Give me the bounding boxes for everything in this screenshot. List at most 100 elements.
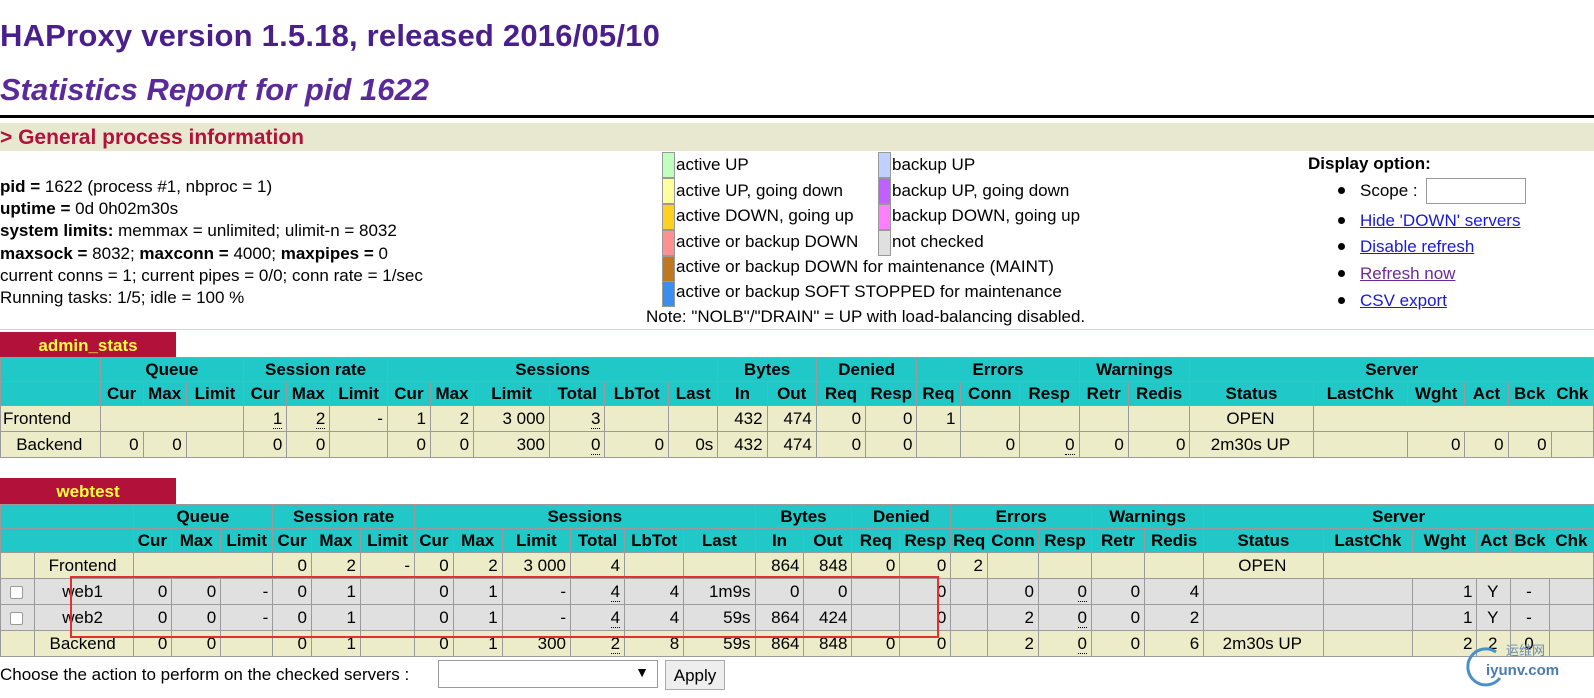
- cell: 0: [413, 630, 454, 657]
- cell: 4: [569, 578, 626, 605]
- cell-value[interactable]: 3: [590, 408, 601, 429]
- disable-refresh-link[interactable]: Disable refresh: [1360, 237, 1475, 256]
- col-wght: Wght: [1406, 381, 1466, 406]
- col-status: Status: [1203, 528, 1324, 553]
- group-errors: Errors: [916, 357, 1080, 382]
- cell-value[interactable]: 0: [1077, 581, 1088, 602]
- table-row: web1 0 0 - 0 1 0 1 - 4 4 1m9s 0 0 0 0 0 …: [0, 578, 1594, 605]
- cell-value[interactable]: 4: [610, 581, 621, 602]
- cell: -: [329, 405, 388, 432]
- col-cur: Cur: [132, 528, 173, 553]
- cell: 4: [624, 604, 685, 631]
- row-label[interactable]: web2: [33, 604, 134, 631]
- cell: 1: [310, 578, 361, 605]
- cell: [987, 552, 1039, 579]
- cell: 0: [1127, 431, 1191, 458]
- maxsock-value: 8032;: [92, 243, 140, 263]
- col-wght: Wght: [1412, 528, 1478, 553]
- server-checkbox[interactable]: [9, 611, 23, 625]
- cell: [624, 552, 685, 579]
- col-limit: Limit: [359, 528, 415, 553]
- cell: [959, 405, 1021, 432]
- empty-header: [0, 381, 101, 406]
- cell: -: [501, 604, 571, 631]
- col-max: Max: [452, 528, 503, 553]
- server-checkbox[interactable]: [9, 585, 23, 599]
- cell: 6: [1144, 630, 1205, 657]
- legend-backup-down-going-up: backup DOWN, going up: [892, 206, 1081, 225]
- proxy-name-admin-stats[interactable]: admin_stats: [0, 332, 176, 358]
- cell: [668, 405, 719, 432]
- cell: [916, 431, 961, 458]
- legend-active-up-going-down: active UP, going down: [676, 181, 843, 200]
- watermark-logo: 运维网 iyunv.com: [1466, 640, 1566, 696]
- section-title: > General process information: [0, 126, 305, 149]
- group-server: Server: [1189, 357, 1594, 382]
- cell: 1: [452, 604, 503, 631]
- cell: 0: [899, 630, 952, 657]
- hide-down-link[interactable]: Hide 'DOWN' servers: [1360, 211, 1521, 230]
- pid-value: 1622 (process #1, nbproc = 1): [44, 177, 273, 196]
- tasks-info: Running tasks: 1/5; idle = 100 %: [0, 288, 245, 308]
- cell: [0, 552, 35, 579]
- cell-value[interactable]: 0: [1065, 434, 1075, 455]
- col-max: Max: [429, 381, 475, 406]
- cell: [1019, 405, 1080, 432]
- page-title: HAProxy version 1.5.18, released 2016/05…: [0, 18, 661, 53]
- cell: 0: [803, 578, 853, 605]
- cell: 4: [569, 604, 626, 631]
- cell-value[interactable]: 4: [610, 607, 621, 628]
- cell-value[interactable]: 0: [1077, 633, 1088, 654]
- cell: 0: [1510, 630, 1550, 657]
- cell: -: [359, 552, 415, 579]
- watermark-text: iyunv.com: [1486, 662, 1560, 679]
- cell: 1: [452, 578, 503, 605]
- row-label[interactable]: web1: [33, 578, 134, 605]
- refresh-now-link[interactable]: Refresh now: [1360, 264, 1456, 283]
- cell: [1312, 405, 1594, 432]
- cell-value[interactable]: 2: [610, 633, 621, 654]
- cell: [1322, 552, 1594, 579]
- cell: 2: [452, 552, 503, 579]
- status-cell: 2m30s UP: [1189, 431, 1314, 458]
- legend-not-checked: not checked: [892, 232, 984, 251]
- proxy-name-webtest[interactable]: webtest: [0, 478, 176, 504]
- cell-value[interactable]: 2: [315, 408, 326, 429]
- group-session-rate: Session rate: [272, 504, 415, 529]
- cell: [1550, 431, 1594, 458]
- cell: 2: [569, 630, 626, 657]
- swatch-backup-up: [878, 152, 891, 178]
- cell: 4: [1144, 578, 1205, 605]
- group-denied: Denied: [851, 504, 952, 529]
- cell: 0: [386, 431, 431, 458]
- cell: 0: [548, 431, 606, 458]
- cell: 424: [803, 604, 853, 631]
- col-lastchk: LastChk: [1322, 528, 1414, 553]
- col-limit: Limit: [501, 528, 571, 553]
- cell: 0: [272, 604, 312, 631]
- cell: [950, 604, 989, 631]
- empty-header: [0, 504, 134, 529]
- action-label: Choose the action to perform on the chec…: [0, 665, 410, 684]
- col-cur: Cur: [386, 381, 431, 406]
- scope-input[interactable]: [1426, 178, 1526, 204]
- csv-export-link[interactable]: CSV export: [1360, 291, 1447, 310]
- col-limit: Limit: [185, 381, 245, 406]
- cell: 0: [286, 431, 331, 458]
- cell: 0: [851, 630, 901, 657]
- cell: 0: [899, 604, 952, 631]
- cell: 0s: [668, 431, 719, 458]
- cell: 0: [132, 604, 173, 631]
- apply-button[interactable]: Apply: [665, 660, 725, 690]
- table-row: Backend 0 0 0 1 0 1 300 2 8 59s 864 848 …: [0, 630, 1594, 657]
- cell-value[interactable]: 0: [590, 434, 601, 455]
- col-redis: Redis: [1127, 381, 1191, 406]
- cell: Y: [1476, 604, 1512, 631]
- pid-label: pid =: [0, 177, 45, 196]
- cell-value[interactable]: 0: [1077, 607, 1088, 628]
- action-select[interactable]: ▼: [438, 660, 658, 688]
- empty-header: [0, 528, 134, 553]
- cell-value[interactable]: 1: [272, 408, 283, 429]
- status-cell: [1203, 578, 1324, 605]
- cell: 0: [851, 552, 901, 579]
